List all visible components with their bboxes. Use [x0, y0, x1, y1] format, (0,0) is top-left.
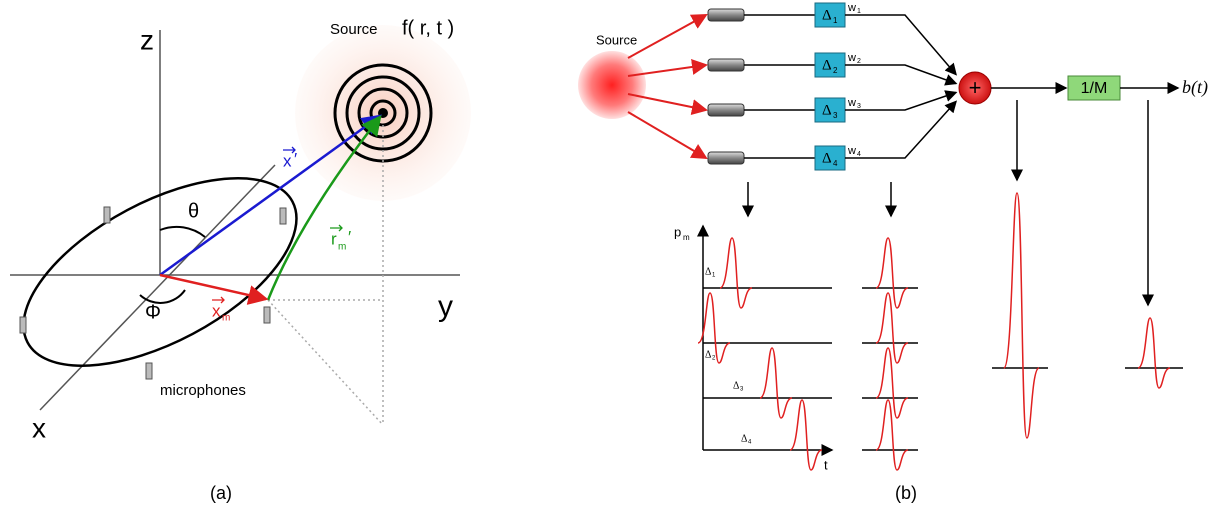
microphone — [708, 104, 744, 116]
source-label: Source — [596, 32, 637, 47]
delay-symbol: Δ — [822, 7, 832, 23]
vector-x-prime — [160, 116, 380, 275]
theta-label: θ — [188, 200, 199, 222]
axis-label: y — [438, 290, 453, 323]
plot-delay-symbol: Δ — [741, 433, 748, 444]
delay-symbol: Δ — [822, 102, 832, 118]
pulse — [876, 238, 908, 308]
plot-axes — [703, 226, 1183, 450]
weight-index: 3 — [857, 103, 861, 110]
delay-index: 1 — [833, 16, 838, 25]
phi-label: Φ — [145, 301, 161, 323]
plot-delay-symbol: Δ — [705, 349, 712, 360]
plot-delay-index: 4 — [748, 440, 752, 446]
source-arrow — [628, 15, 706, 58]
pulse — [876, 293, 908, 363]
output-label: b(t) — [1182, 77, 1208, 98]
weight-index: 2 — [857, 58, 861, 65]
pulse — [876, 348, 908, 418]
label-r-m-prime: r m ′ — [330, 225, 351, 253]
pulse — [720, 238, 752, 308]
label-x-prime: x ′ — [283, 147, 297, 170]
plot-delay-symbol: Δ — [705, 266, 712, 277]
microphone — [708, 152, 744, 164]
delay-index: 2 — [833, 66, 838, 75]
microphones-label: microphones — [160, 382, 246, 399]
wire — [845, 93, 956, 111]
wire — [845, 65, 956, 84]
label-x-m: x m — [212, 297, 230, 324]
gain-label: 1/M — [1081, 80, 1108, 97]
caption: (a) — [210, 483, 232, 503]
plot-delay-index: 1 — [712, 273, 716, 279]
pulse — [1138, 318, 1170, 388]
vector-sub: m — [338, 242, 346, 253]
delay-index: 3 — [833, 111, 838, 120]
axis-label: x — [32, 412, 46, 443]
vector-sub: m — [222, 313, 230, 324]
plot-delay-index: 3 — [740, 387, 744, 393]
source-blob — [578, 51, 646, 119]
vector-base: x — [212, 301, 221, 320]
weight-index: 4 — [857, 151, 861, 158]
weight-symbol: w — [847, 145, 856, 157]
theta-arc — [160, 227, 205, 237]
panel-a: z y x Source f( r, t ) x ′ r m ′ x m θ Φ… — [0, 17, 471, 502]
axis-label: z — [140, 24, 154, 55]
pulse — [760, 348, 792, 418]
plot-x-label: t — [824, 457, 828, 472]
vector-mark: ′ — [348, 227, 351, 246]
caption: (b) — [895, 483, 917, 503]
plot-y-label: p — [674, 224, 681, 239]
weight-symbol: w — [847, 52, 856, 64]
delay-symbol: Δ — [822, 150, 832, 166]
vector-base: r — [331, 229, 337, 248]
plot-delay-index: 2 — [712, 356, 716, 362]
sum-label: + — [969, 75, 982, 100]
down-arrows — [748, 100, 1148, 305]
delay-symbol: Δ — [822, 57, 832, 73]
delay-index: 4 — [833, 159, 838, 168]
vector-base: x — [283, 151, 292, 170]
figure: z y x Source f( r, t ) x ′ r m ′ x m θ Φ… — [0, 0, 1220, 508]
vector-x-m — [160, 275, 266, 299]
pulse — [876, 400, 908, 470]
source-arrow — [628, 112, 706, 158]
pulse — [1004, 193, 1039, 438]
plot-delay-symbol: Δ — [733, 380, 740, 391]
source-function: f( r, t ) — [402, 17, 454, 39]
pulse — [790, 400, 822, 470]
vector-mark: ′ — [294, 149, 297, 168]
weight-symbol: w — [847, 97, 856, 109]
weight-index: 1 — [857, 8, 861, 15]
microphone — [708, 59, 744, 71]
source-label: Source — [330, 21, 378, 38]
weight-symbol: w — [847, 2, 856, 14]
plot-y-sub: m — [683, 233, 690, 242]
microphone — [708, 9, 744, 21]
